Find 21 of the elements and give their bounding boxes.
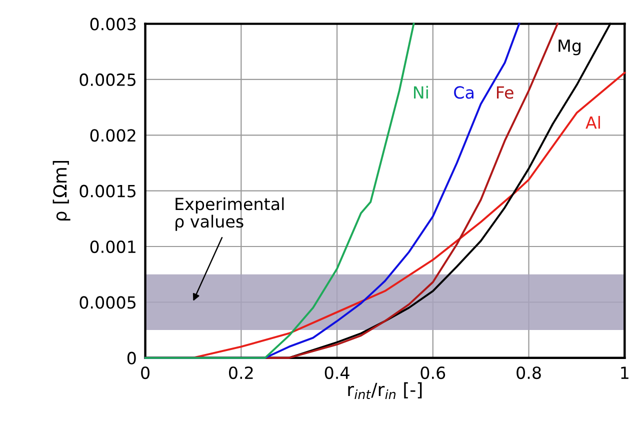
series-label: Fe xyxy=(496,86,514,99)
series-label: Ca xyxy=(454,86,474,99)
x-tick-label: 0.8 xyxy=(516,366,541,380)
y-tick-label: 0.0015 xyxy=(80,184,136,198)
x-tick-label: 0.2 xyxy=(229,366,253,380)
y-tick-label: 0 xyxy=(127,352,136,364)
y-tick-label: 0.0005 xyxy=(80,296,136,309)
y-axis-title: ρ [Ωm] xyxy=(52,161,70,221)
annotation: Experimental ρ values xyxy=(176,197,284,231)
x-tick-label: 1 xyxy=(621,366,628,379)
series-label: Ni xyxy=(414,86,428,99)
x-tick-label: 0.6 xyxy=(420,366,446,380)
series-label: Mg xyxy=(558,40,580,56)
y-tick-label: 0.003 xyxy=(90,18,136,30)
x-axis-title: r$_{int}$/r$_{in}$ [-] xyxy=(348,382,422,399)
y-tick-label: 0.002 xyxy=(90,129,136,142)
y-tick-label: 0.0025 xyxy=(80,73,136,86)
series-label: Al xyxy=(586,116,600,129)
x-tick-label: 0.4 xyxy=(324,366,350,380)
x-tick-label: 0 xyxy=(141,366,150,380)
y-tick-label: 0.001 xyxy=(90,240,136,254)
